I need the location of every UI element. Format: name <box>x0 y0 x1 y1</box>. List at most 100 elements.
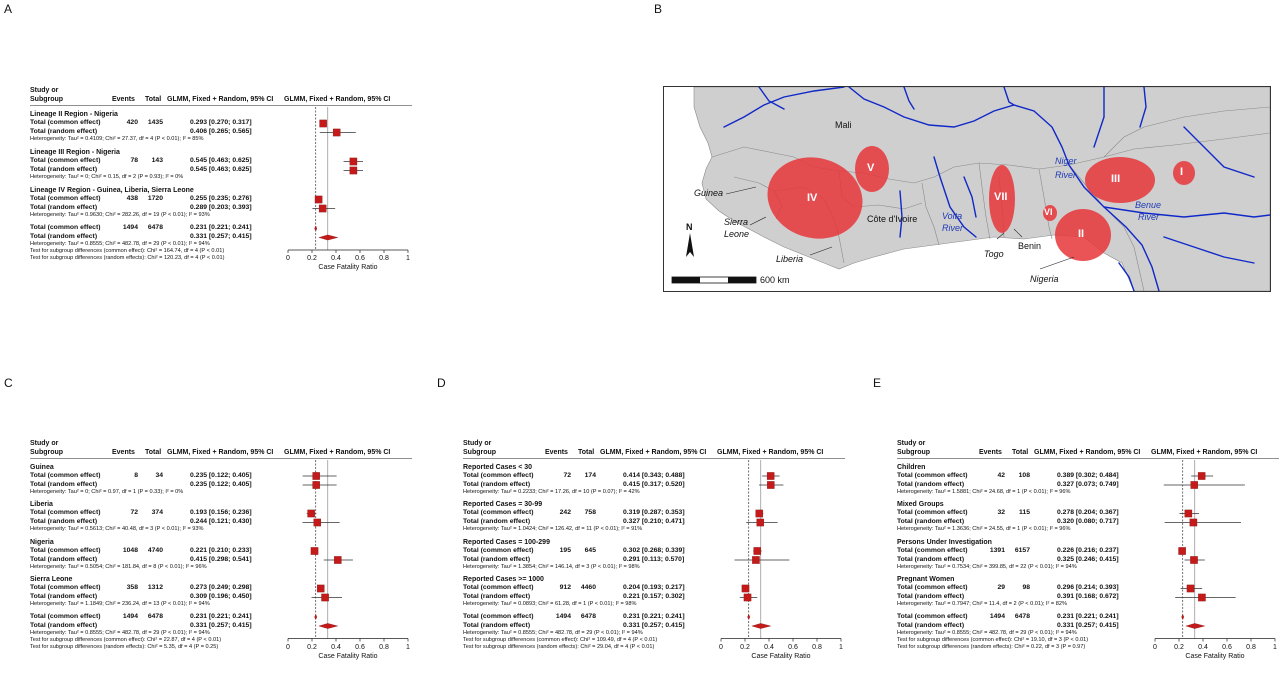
heterogeneity-text: Heterogeneity: Tau² = 1.3854; Chi² = 146… <box>463 563 640 570</box>
events-value: 8 <box>134 471 138 479</box>
overall-ci-common: 0.231 [0.221; 0.241] <box>623 612 685 620</box>
region-iii <box>1085 157 1155 203</box>
events-value: 42 <box>997 471 1005 479</box>
effect-square <box>318 204 327 213</box>
total-value: 98 <box>1022 584 1030 591</box>
events-value: 72 <box>130 509 138 516</box>
ci-common: 0.296 [0.214; 0.393] <box>1057 584 1119 591</box>
effect-square <box>1198 593 1206 602</box>
row-label-random: Total (random effect) <box>30 204 98 211</box>
effect-square <box>767 481 775 489</box>
header-study: Study or <box>30 440 59 447</box>
forest-svg <box>897 458 1279 642</box>
row-label-random: Total (random effect) <box>463 518 531 525</box>
ci-common: 0.302 [0.268; 0.339] <box>623 546 685 554</box>
label-niger-river: River <box>1055 170 1077 180</box>
ci-common: 0.204 [0.193; 0.217] <box>623 584 685 591</box>
row-label-random: Total (random effect) <box>897 555 965 563</box>
label-cote-divoire: Côte d'Ivoire <box>867 214 918 224</box>
effect-square <box>349 157 358 166</box>
events-value: 358 <box>126 584 138 591</box>
row-label-common: Total (common effect) <box>30 157 101 164</box>
overall-events: 1494 <box>122 612 138 620</box>
row-label-random: Total (random effect) <box>30 518 98 525</box>
ci-common: 0.278 [0.204; 0.367] <box>1057 509 1119 516</box>
effect-square <box>766 472 775 480</box>
effect-square <box>332 128 341 137</box>
label-liberia: Liberia <box>776 254 804 264</box>
panel-label-b: B <box>654 2 663 16</box>
subgroup-title: Reported Cases = 30-99 <box>463 501 543 508</box>
events-value: 242 <box>559 509 571 516</box>
summary-diamond <box>318 234 338 241</box>
test-random: Test for subgroup differences (random ef… <box>30 255 225 261</box>
header-study: Study or <box>897 440 926 447</box>
row-label-random: Total (random effect) <box>30 555 98 563</box>
ci-common: 0.226 [0.216; 0.237] <box>1057 546 1119 554</box>
subgroup-title: Lineage III Region - Nigeria <box>30 149 120 156</box>
header-plot: GLMM, Fixed + Random, 95% CI <box>717 449 824 456</box>
region-ii <box>1055 209 1111 261</box>
subgroup-title: Persons Under Investigation <box>897 538 992 546</box>
heterogeneity-text: Heterogeneity: Tau² = 0; Chi² = 0.15, df… <box>30 174 184 180</box>
ci-random: 0.325 [0.246; 0.415] <box>1057 555 1119 563</box>
row-label-common: Total (common effect) <box>30 509 101 516</box>
overall-total: 6478 <box>147 612 163 620</box>
forest-plot-a: Study or Subgroup Events Total GLMM, Fixed +… <box>30 87 415 297</box>
effect-square <box>1197 472 1206 480</box>
region-i <box>1173 161 1195 185</box>
x-tick-label: 0 <box>286 255 290 262</box>
ci-random: 0.244 [0.121; 0.430] <box>190 518 252 525</box>
header-total: Total <box>145 96 162 103</box>
label-benue: Benue <box>1135 200 1162 210</box>
x-tick-label: 0.8 <box>379 255 389 262</box>
heterogeneity-text: Heterogeneity: Tau² = 0.0893; Chi² = 61.… <box>463 601 637 607</box>
heterogeneity-text: Heterogeneity: Tau² = 0; Chi² = 0.97, df… <box>30 488 184 495</box>
total-value: 115 <box>1019 509 1030 516</box>
test-common: Test for subgroup differences (common ef… <box>463 636 658 643</box>
overall-heterogeneity: Heterogeneity: Tau² = 0.8555; Chi² = 482… <box>463 629 643 636</box>
ci-random: 0.391 [0.168; 0.672] <box>1057 593 1119 600</box>
events-value: 912 <box>559 584 571 591</box>
overall-label-random: Total (random effect) <box>30 233 98 240</box>
header-events: Events <box>545 449 568 456</box>
ci-common: 0.319 [0.287; 0.353] <box>623 509 685 516</box>
overall-label-common: Total (common effect) <box>30 612 101 620</box>
total-value: 758 <box>584 509 596 516</box>
total-value: 374 <box>151 509 163 516</box>
ci-random: 0.327 [0.073; 0.749] <box>1057 480 1119 488</box>
subgroup-title: Lineage II Region - Nigeria <box>30 111 118 118</box>
summary-diamond <box>314 614 318 620</box>
region-vi <box>1043 205 1057 221</box>
overall-label-common: Total (common effect) <box>30 224 101 231</box>
x-tick-label: 0.4 <box>331 255 341 262</box>
row-label-common: Total (common effect) <box>30 195 101 202</box>
header-plot: GLMM, Fixed + Random, 95% CI <box>284 449 391 456</box>
label-region-ii: II <box>1078 228 1085 240</box>
label-niger: Niger <box>1055 156 1077 166</box>
overall-ci-random: 0.331 [0.257; 0.415] <box>190 621 252 629</box>
effect-square <box>756 518 764 527</box>
label-region-vii: VII <box>994 191 1008 203</box>
overall-events: 1494 <box>555 612 571 620</box>
forest-plot-d: Study or Subgroup Events Total GLMM, Fixed +… <box>463 440 848 692</box>
events-value: 438 <box>126 195 138 202</box>
subgroup-title: Reported Cases >= 1000 <box>463 576 544 583</box>
ci-common: 0.545 [0.463; 0.625] <box>190 157 252 164</box>
label-guinea: Guinea <box>694 188 724 198</box>
overall-label-random: Total (random effect) <box>30 621 98 629</box>
events-value: 1391 <box>989 546 1005 554</box>
effect-square <box>755 509 764 518</box>
overall-ci-common: 0.231 [0.221; 0.241] <box>1057 612 1119 620</box>
test-random: Test for subgroup differences (random ef… <box>897 643 1086 650</box>
panel-label-e: E <box>873 376 882 390</box>
panel-label-a: A <box>4 2 13 16</box>
label-mali: Mali <box>835 120 852 130</box>
overall-label-random: Total (random effect) <box>463 621 531 629</box>
x-tick-label: 0.2 <box>1174 643 1184 651</box>
header-subgroup: Subgroup <box>30 449 64 456</box>
x-tick-label: 0.2 <box>307 255 317 262</box>
row-label-random: Total (random effect) <box>897 593 965 600</box>
test-random: Test for subgroup differences (random ef… <box>463 643 655 650</box>
summary-diamond <box>318 623 338 629</box>
